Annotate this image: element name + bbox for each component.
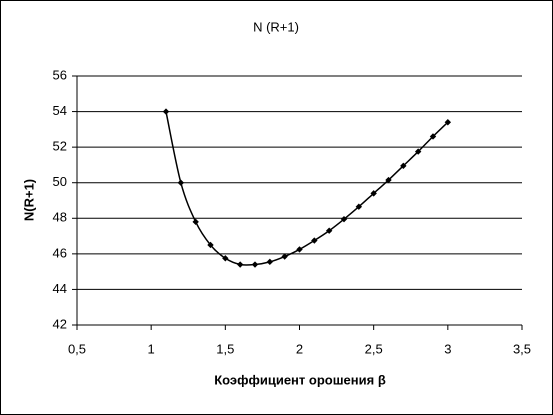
x-axis-label: Коэффициент орошения β	[214, 372, 386, 387]
data-point	[370, 190, 377, 197]
y-tick-label: 46	[53, 245, 67, 260]
data-point	[325, 227, 333, 234]
data-point	[355, 203, 363, 210]
data-point	[444, 119, 452, 126]
y-tick-label: 42	[53, 316, 67, 331]
data-point	[266, 258, 274, 266]
x-tick-label: 2,5	[365, 341, 383, 356]
data-point	[251, 261, 259, 268]
y-tick-label: 48	[53, 210, 67, 225]
data-point	[177, 179, 185, 186]
data-point	[400, 162, 407, 170]
x-tick-label: 0,5	[68, 341, 86, 356]
x-tick-label: 3	[444, 341, 451, 356]
x-tick-label: 1	[148, 341, 155, 356]
data-point	[340, 215, 348, 223]
data-point	[414, 148, 422, 155]
y-tick-label: 52	[53, 139, 67, 154]
y-tick-label: 50	[53, 174, 67, 189]
x-tick-label: 2	[296, 341, 303, 356]
y-axis-label: N(R+1)	[21, 179, 36, 221]
data-point	[162, 108, 170, 115]
y-tick-label: 44	[53, 281, 67, 296]
y-tick-label: 54	[53, 103, 67, 118]
data-point	[296, 246, 303, 253]
x-tick-label: 1,5	[216, 341, 234, 356]
data-point	[192, 218, 199, 226]
data-point	[222, 255, 229, 262]
data-point	[429, 133, 437, 140]
x-tick-label: 3,5	[513, 341, 531, 356]
data-point	[207, 241, 214, 249]
y-tick-label: 56	[53, 67, 67, 82]
data-point	[236, 261, 244, 268]
data-point	[385, 176, 392, 184]
data-point	[281, 253, 288, 260]
chart-title: N (R+1)	[253, 19, 299, 34]
data-point	[311, 237, 318, 244]
